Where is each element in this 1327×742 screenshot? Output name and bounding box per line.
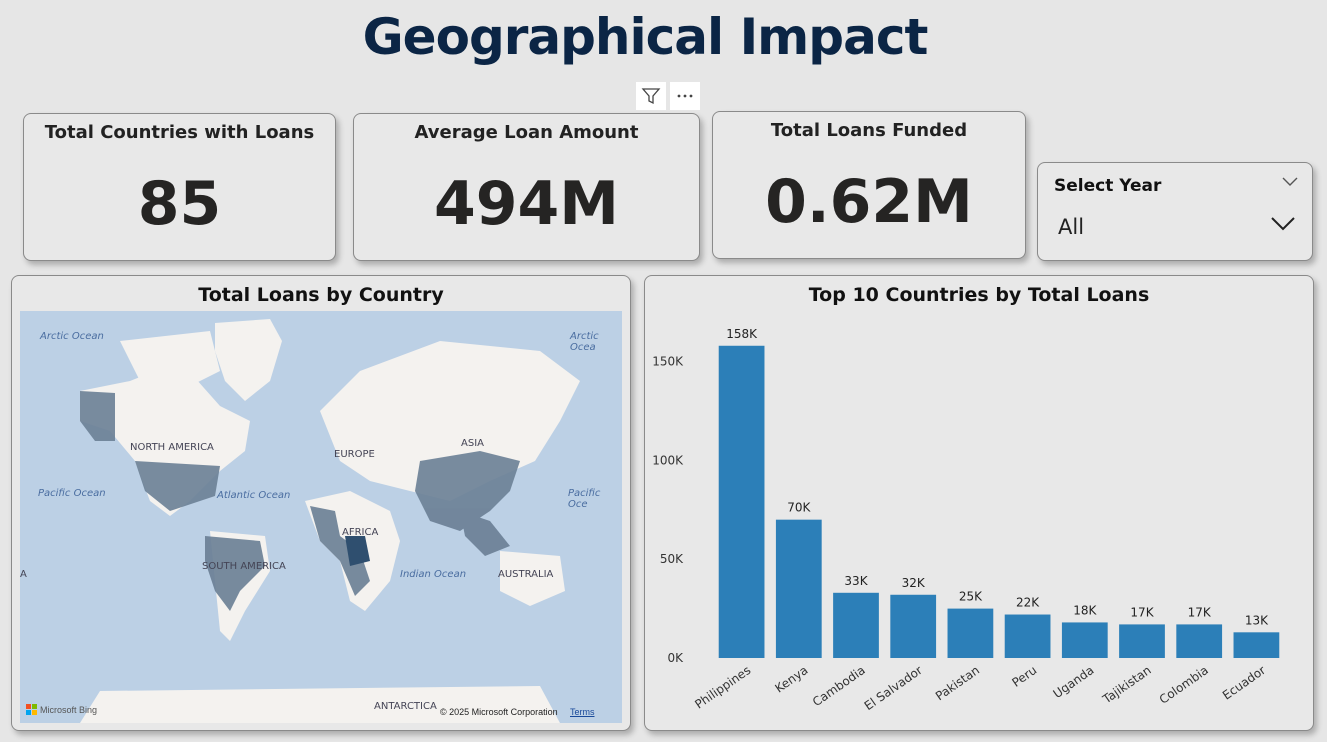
x-tick-label: Cambodia — [810, 663, 868, 709]
bar-chart: 0K 50K 100K 150K 158K Philippines 70K Kenya 33K C… — [652, 327, 1280, 713]
map-label-atlantic: Atlantic Ocean — [217, 490, 291, 501]
bar-data-label: 17K — [1130, 605, 1154, 619]
x-tick-label: El Salvador — [862, 663, 925, 713]
us-country-shape — [135, 461, 220, 511]
antarctica-land-shape — [80, 686, 560, 723]
map-label-south-america: SOUTH AMERICA — [202, 561, 286, 572]
x-tick-label: Uganda — [1051, 663, 1097, 701]
y-tick-label: 0K — [667, 651, 684, 665]
map-label-asia: ASIA — [461, 438, 484, 449]
x-tick-label: Colombia — [1157, 663, 1211, 707]
kpi-label: Total Countries with Loans — [44, 122, 315, 143]
map-label-australia: AUSTRALIA — [498, 569, 554, 580]
bar-tajikistan[interactable] — [1119, 624, 1165, 658]
kpi-value: 0.62M — [765, 167, 973, 237]
chevron-down-icon[interactable] — [1282, 177, 1298, 187]
y-tick-label: 100K — [652, 453, 684, 467]
bar-pakistan[interactable] — [947, 608, 994, 658]
x-tick-label: Philippines — [692, 663, 753, 712]
map-label-arctic-left: Arctic Ocean — [40, 331, 104, 342]
map-visual[interactable]: Total Loans by Country — [11, 275, 631, 731]
australia-land-shape — [500, 551, 565, 606]
bar-data-label: 18K — [1073, 603, 1097, 617]
kpi-label: Average Loan Amount — [414, 122, 639, 143]
x-tick-label: Ecuador — [1220, 663, 1268, 703]
slicer-label: Select Year — [1054, 176, 1162, 196]
map-label-indian: Indian Ocean — [400, 569, 467, 580]
bar-colombia[interactable] — [1176, 624, 1223, 658]
more-options-icon[interactable] — [670, 82, 700, 110]
bar-data-label: 22K — [1016, 596, 1040, 610]
kpi-label: Total Loans Funded — [770, 120, 968, 141]
bar-data-label: 17K — [1188, 605, 1212, 619]
bar-uganda[interactable] — [1061, 622, 1108, 658]
page-title: Geographical Impact — [362, 8, 929, 66]
bar-data-label: 158K — [726, 327, 758, 341]
map-shapes — [80, 319, 580, 723]
bar-cambodia[interactable] — [833, 592, 879, 658]
bar-data-label: 33K — [844, 574, 868, 588]
map-label-pacific-left: Pacific Ocean — [38, 488, 106, 499]
chart-title: Top 10 Countries by Total Loans — [808, 284, 1150, 306]
world-map[interactable]: Arctic Ocean Arctic Ocea NORTH AMERICA E… — [20, 311, 622, 723]
africa-countries-shape — [310, 506, 370, 596]
bar-peru[interactable] — [1004, 614, 1051, 658]
map-label-europe: EUROPE — [334, 449, 375, 460]
bar-data-label: 25K — [959, 590, 983, 604]
map-label-edge: A — [20, 569, 27, 580]
bar-philippines[interactable] — [718, 345, 765, 658]
map-label-arctic-right: Arctic Ocea — [570, 331, 599, 353]
slicer-selected-value[interactable]: All — [1058, 215, 1085, 239]
kpi-value: 494M — [434, 169, 619, 239]
south-america-countries-shape — [205, 536, 265, 611]
bing-attribution: Microsoft Bing — [26, 704, 97, 715]
filter-icon[interactable] — [636, 82, 666, 110]
map-terms-link[interactable]: Terms — [570, 707, 595, 717]
map-copyright: © 2025 Microsoft Corporation — [440, 707, 558, 717]
kpi-value: 85 — [137, 169, 222, 239]
dr-congo-country-shape — [345, 536, 370, 566]
bar-data-label: 32K — [902, 576, 926, 590]
map-label-pacific-right: Pacific Oce — [568, 488, 601, 510]
bing-text: Microsoft Bing — [40, 704, 98, 715]
map-label-antarctica: ANTARCTICA — [374, 701, 437, 712]
southeast-asia-countries-shape — [460, 511, 510, 556]
greenland-shape — [215, 319, 282, 401]
visual-header — [636, 82, 700, 110]
y-tick-label: 50K — [660, 552, 684, 566]
map-label-north-america: NORTH AMERICA — [130, 442, 214, 453]
bar-data-label: 70K — [787, 501, 811, 515]
kpi-card-average-loan: Average Loan Amount 494M — [353, 113, 700, 261]
x-tick-label: Pakistan — [933, 663, 982, 703]
x-tick-label: Kenya — [772, 663, 810, 696]
microsoft-logo-icon — [26, 704, 37, 715]
bar-ecuador[interactable] — [1233, 632, 1280, 658]
map-title: Total Loans by Country — [198, 284, 444, 306]
canada-north-shape — [120, 331, 220, 386]
bar-el-salvador[interactable] — [890, 594, 937, 658]
dropdown-chevron-icon[interactable] — [1271, 217, 1295, 231]
alaska-country-shape — [80, 391, 115, 441]
map-label-africa: AFRICA — [342, 527, 379, 538]
bar-data-label: 13K — [1245, 613, 1269, 627]
kpi-card-total-loans-funded: Total Loans Funded 0.62M — [712, 111, 1026, 259]
bar-chart-visual[interactable]: Top 10 Countries by Total Loans 0K 50K 100… — [644, 275, 1314, 731]
y-tick-label: 150K — [652, 355, 684, 369]
x-tick-label: Tajikistan — [1099, 663, 1153, 707]
kpi-card-total-countries: Total Countries with Loans 85 — [23, 113, 336, 261]
bar-kenya[interactable] — [775, 519, 822, 658]
x-tick-label: Peru — [1009, 663, 1039, 690]
year-slicer[interactable]: Select Year All — [1037, 162, 1313, 261]
asia-countries-shape — [415, 451, 520, 531]
